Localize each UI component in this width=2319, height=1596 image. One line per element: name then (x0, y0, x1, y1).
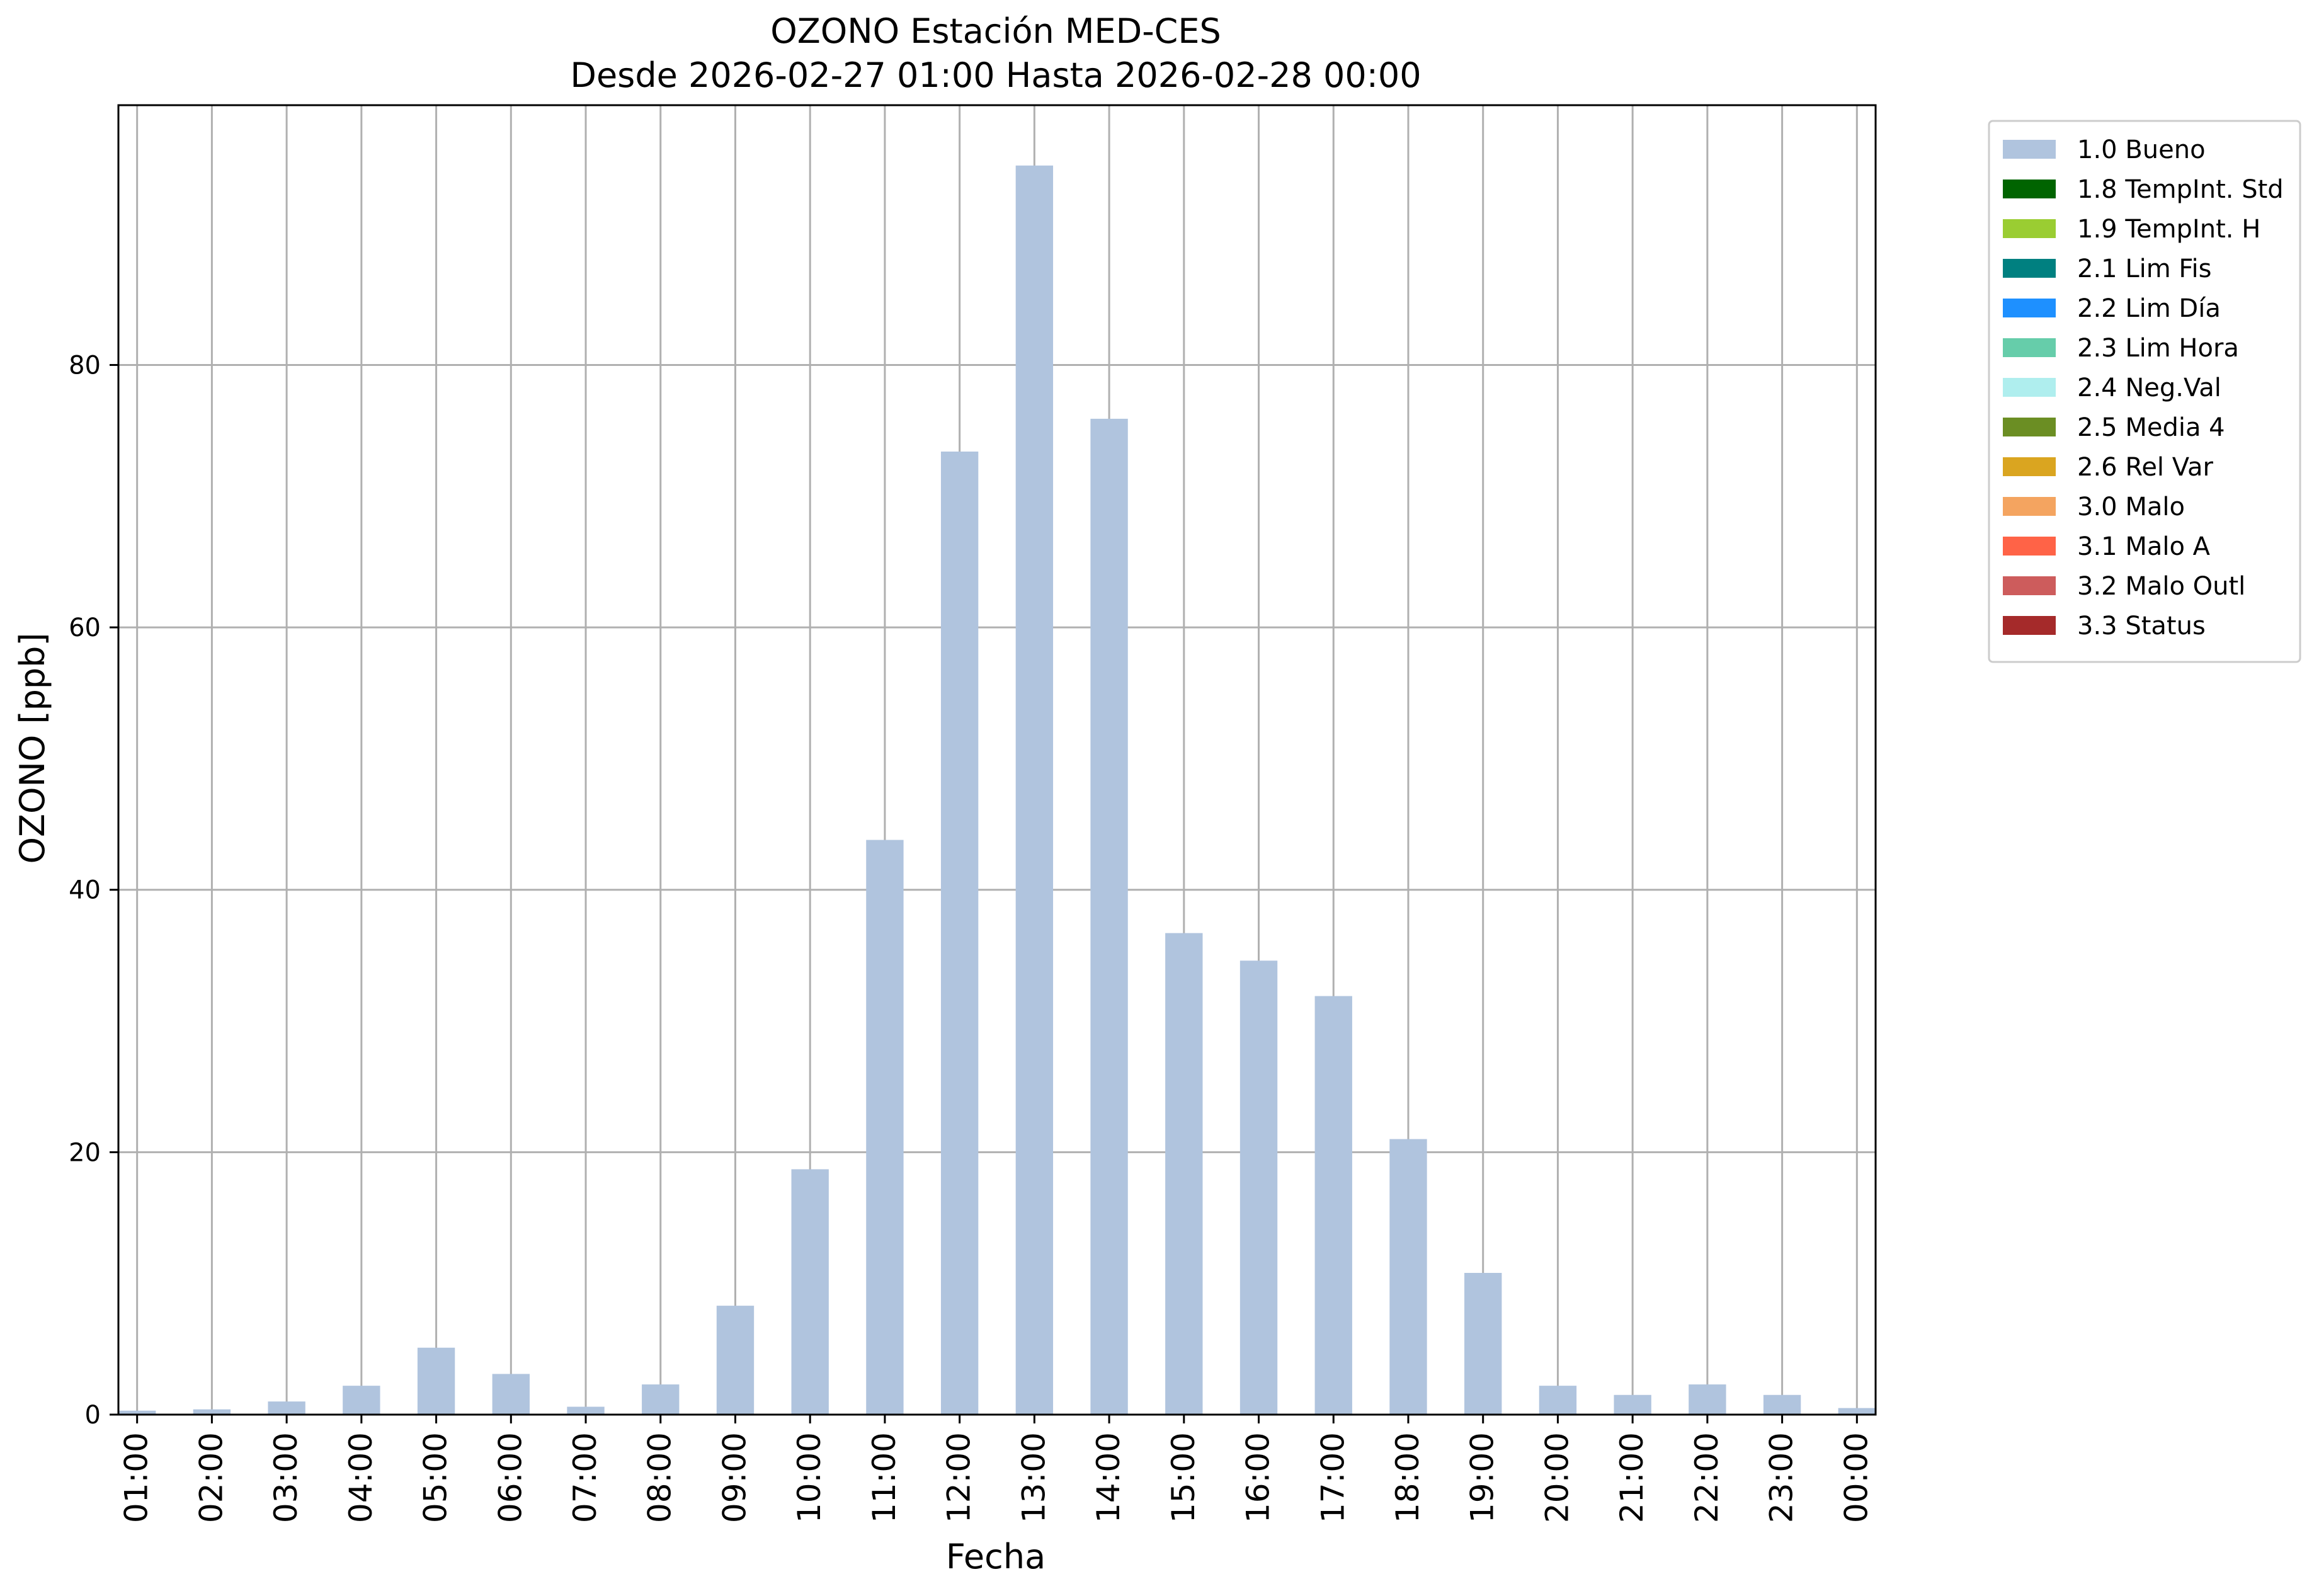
legend-swatch (2003, 497, 2056, 516)
x-tick-label: 12:00 (941, 1432, 977, 1523)
legend-swatch (2003, 537, 2056, 556)
x-tick-label: 20:00 (1539, 1432, 1575, 1523)
legend-label: 3.2 Malo Outl (2077, 572, 2245, 601)
y-tick-label: 80 (69, 351, 101, 380)
x-tick-label: 13:00 (1015, 1432, 1052, 1523)
bar (791, 1169, 829, 1415)
y-tick-label: 0 (85, 1401, 101, 1430)
legend-label: 1.8 TempInt. Std (2077, 175, 2284, 204)
x-tick-label: 09:00 (716, 1432, 753, 1523)
bar (1614, 1394, 1651, 1415)
bar (1689, 1384, 1726, 1415)
bar (1539, 1386, 1577, 1415)
y-tick-label: 60 (69, 613, 101, 642)
legend-label: 3.1 Malo A (2077, 532, 2211, 561)
legend-label: 2.5 Media 4 (2077, 413, 2225, 442)
legend-swatch (2003, 180, 2056, 198)
bar (1239, 960, 1278, 1415)
tick-labels: 0 20 40 60 80 01:00 02:00 03:00 04:00 05:00 06:00 0… (69, 351, 1874, 1523)
chart-title-line2: Desde 2026-02-27 01:00 Hasta 2026-02-28 … (570, 55, 1421, 95)
bars (118, 165, 1876, 1415)
x-tick-label: 04:00 (343, 1432, 379, 1523)
bar (940, 451, 979, 1415)
legend-swatch (2003, 616, 2056, 635)
x-tick-label: 14:00 (1090, 1432, 1127, 1523)
x-tick-label: 01:00 (118, 1432, 155, 1523)
bar (1838, 1408, 1876, 1415)
legend-swatch (2003, 219, 2056, 238)
y-axis-label: OZONO [ppb] (13, 632, 52, 864)
x-tick-label: 06:00 (492, 1432, 528, 1523)
x-tick-label: 05:00 (418, 1432, 454, 1523)
legend-label: 2.6 Rel Var (2077, 453, 2214, 482)
legend: 1.0 Bueno 1.8 TempInt. Std 1.9 TempInt. H 2… (1988, 120, 2301, 663)
legend-swatch (2003, 378, 2056, 397)
bar (1389, 1139, 1427, 1415)
x-tick-label: 11:00 (866, 1432, 903, 1523)
bar (1015, 165, 1054, 1415)
legend-swatch (2003, 338, 2056, 357)
legend-label: 3.3 Status (2077, 612, 2206, 641)
bar (118, 1410, 156, 1415)
bar (1165, 933, 1203, 1415)
x-tick-label: 02:00 (193, 1432, 229, 1523)
legend-swatch (2003, 259, 2056, 278)
bar (1464, 1273, 1502, 1415)
legend-label: 2.2 Lim Día (2077, 294, 2221, 323)
legend-swatch (2003, 418, 2056, 436)
legend-swatch (2003, 140, 2056, 159)
bar (268, 1401, 305, 1415)
y-tick-label: 40 (69, 876, 101, 905)
x-tick-label: 18:00 (1389, 1432, 1426, 1523)
bar (417, 1347, 455, 1415)
x-tick-label: 00:00 (1838, 1432, 1874, 1523)
x-tick-label: 16:00 (1240, 1432, 1277, 1523)
x-axis-label: Fecha (946, 1537, 1046, 1576)
bar (642, 1384, 680, 1415)
x-tick-label: 23:00 (1763, 1432, 1800, 1523)
legend-label: 3.0 Malo (2077, 493, 2185, 522)
legend-label: 2.3 Lim Hora (2077, 334, 2239, 363)
plot-frame (117, 104, 1877, 1416)
x-tick-label: 03:00 (268, 1432, 304, 1523)
legend-label: 2.1 Lim Fis (2077, 254, 2211, 283)
legend-swatch (2003, 299, 2056, 317)
bar (866, 840, 904, 1415)
legend-box (1988, 120, 2301, 663)
legend-swatch (2003, 457, 2056, 476)
x-tick-label: 15:00 (1165, 1432, 1202, 1523)
bar (193, 1409, 231, 1415)
bar (1763, 1394, 1801, 1415)
axes (117, 104, 1877, 1416)
x-tick-label: 17:00 (1314, 1432, 1351, 1523)
grid-lines (118, 105, 1876, 1415)
y-tick-label: 20 (69, 1138, 101, 1167)
x-tick-label: 08:00 (642, 1432, 678, 1523)
x-tick-label: 07:00 (567, 1432, 603, 1523)
bar (492, 1374, 530, 1415)
legend-label: 1.0 Bueno (2077, 135, 2206, 164)
bar (343, 1386, 380, 1415)
x-tick-label: 10:00 (791, 1432, 828, 1523)
chart-title-line1: OZONO Estación MED-CES (770, 11, 1221, 51)
x-tick-label: 19:00 (1464, 1432, 1501, 1523)
bar (716, 1306, 755, 1415)
x-tick-label: 22:00 (1689, 1432, 1725, 1523)
bar (567, 1406, 605, 1415)
bar (1314, 996, 1352, 1415)
legend-label: 2.4 Neg.Val (2077, 373, 2221, 402)
bar (1090, 418, 1128, 1415)
legend-swatch (2003, 576, 2056, 595)
legend-label: 1.9 TempInt. H (2077, 215, 2260, 244)
x-tick-label: 21:00 (1614, 1432, 1650, 1523)
